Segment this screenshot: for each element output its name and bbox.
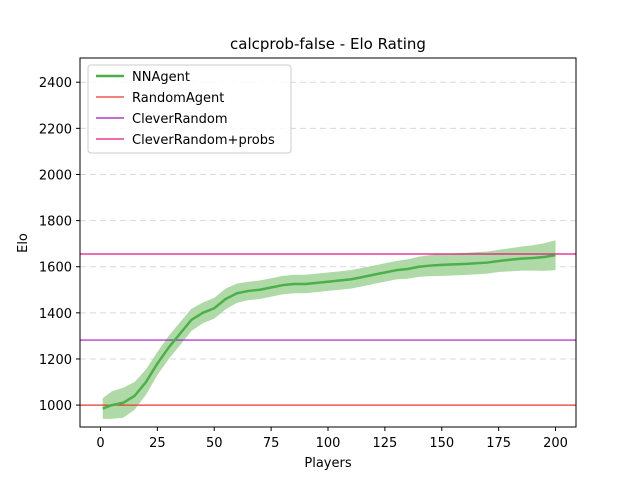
legend-label-nnagent: NNAgent [132,70,190,85]
nnagent-series [102,253,556,410]
x-tick-label: 150 [429,436,454,451]
legend: NNAgent RandomAgent CleverRandom CleverRand… [87,64,292,154]
y-tick-label: 1600 [39,261,72,276]
y-tick-label: 1400 [39,307,72,322]
x-tick-label: 75 [263,436,280,451]
nnagent-confidence-band [102,240,556,419]
legend-label-cleverrandom: CleverRandom [132,112,228,127]
nnagent-band [102,240,556,419]
y-tick-label: 2200 [39,122,72,137]
y-tick-label: 2400 [39,76,72,91]
y-tick-label: 1200 [39,353,72,368]
x-tick-label: 200 [543,436,568,451]
x-axis-ticks: 0 25 50 75 100 125 150 175 200 [96,427,568,451]
legend-label-cleverrandom-probs: CleverRandom+probs [132,133,275,148]
nnagent-line [102,253,556,410]
x-tick-label: 25 [149,436,166,451]
x-tick-label: 0 [96,436,104,451]
x-tick-label: 100 [316,436,341,451]
y-tick-label: 1000 [39,399,72,414]
x-tick-label: 125 [372,436,397,451]
y-tick-label: 2000 [39,168,72,183]
legend-label-randomagent: RandomAgent [132,91,224,106]
x-tick-label: 175 [486,436,511,451]
y-axis-ticks: 1000 1200 1400 1600 1800 2000 2200 2400 [39,76,80,414]
chart-title: calcprob-false - Elo Rating [230,35,426,53]
x-axis-label: Players [304,456,351,471]
y-tick-label: 1800 [39,215,72,230]
legend-box [87,64,292,154]
y-axis-label: Elo [16,233,31,253]
x-tick-label: 50 [206,436,223,451]
reference-lines [80,253,576,406]
